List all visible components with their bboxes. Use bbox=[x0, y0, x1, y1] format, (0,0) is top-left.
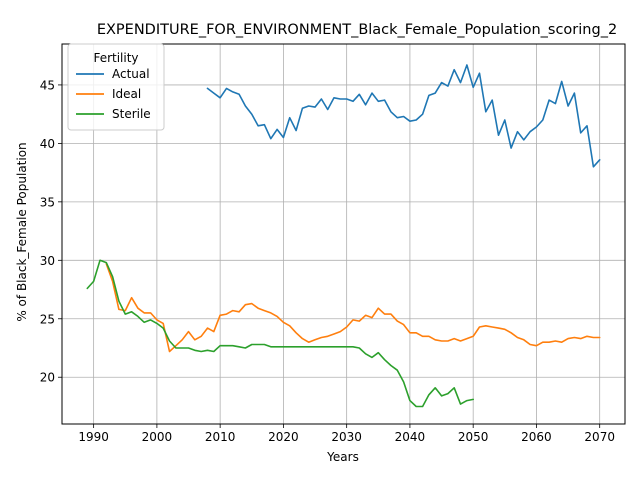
x-axis-ticks: 1990 2000 2010 2020 2030 2040 2050 2060 2070 bbox=[78, 424, 615, 444]
y-tick-label: 30 bbox=[40, 254, 55, 268]
x-tick-label: 2040 bbox=[395, 430, 426, 444]
legend-label-ideal: Ideal bbox=[112, 87, 141, 101]
legend-box bbox=[67, 43, 165, 131]
x-tick-label: 2070 bbox=[584, 430, 615, 444]
series-line-sterile bbox=[86, 259, 475, 408]
legend: Fertility Actual Ideal Sterile bbox=[67, 43, 165, 131]
legend-label-sterile: Sterile bbox=[112, 107, 151, 121]
legend-label-actual: Actual bbox=[112, 67, 150, 81]
x-tick-label: 2060 bbox=[521, 430, 552, 444]
y-tick-label: 35 bbox=[40, 195, 55, 209]
x-axis-label: Years bbox=[326, 450, 359, 464]
x-tick-label: 2050 bbox=[458, 430, 489, 444]
x-tick-label: 1990 bbox=[78, 430, 109, 444]
x-tick-label: 2010 bbox=[205, 430, 236, 444]
y-axis-ticks: 20 25 30 35 40 45 bbox=[40, 78, 62, 385]
y-tick-label: 45 bbox=[40, 78, 55, 92]
x-tick-label: 2030 bbox=[331, 430, 362, 444]
y-axis-label: % of Black_Female Population bbox=[15, 142, 29, 321]
series-line-actual bbox=[206, 64, 601, 168]
series-lines bbox=[86, 64, 601, 408]
legend-title: Fertility bbox=[93, 51, 138, 65]
plot-frame bbox=[61, 43, 626, 425]
y-tick-label: 40 bbox=[40, 137, 55, 151]
x-tick-label: 2020 bbox=[268, 430, 299, 444]
y-tick-label: 25 bbox=[40, 312, 55, 326]
chart-title: EXPENDITURE_FOR_ENVIRONMENT_Black_Female… bbox=[97, 22, 617, 38]
series-line-ideal bbox=[105, 262, 601, 353]
x-tick-label: 2000 bbox=[142, 430, 173, 444]
y-tick-label: 20 bbox=[40, 371, 55, 385]
